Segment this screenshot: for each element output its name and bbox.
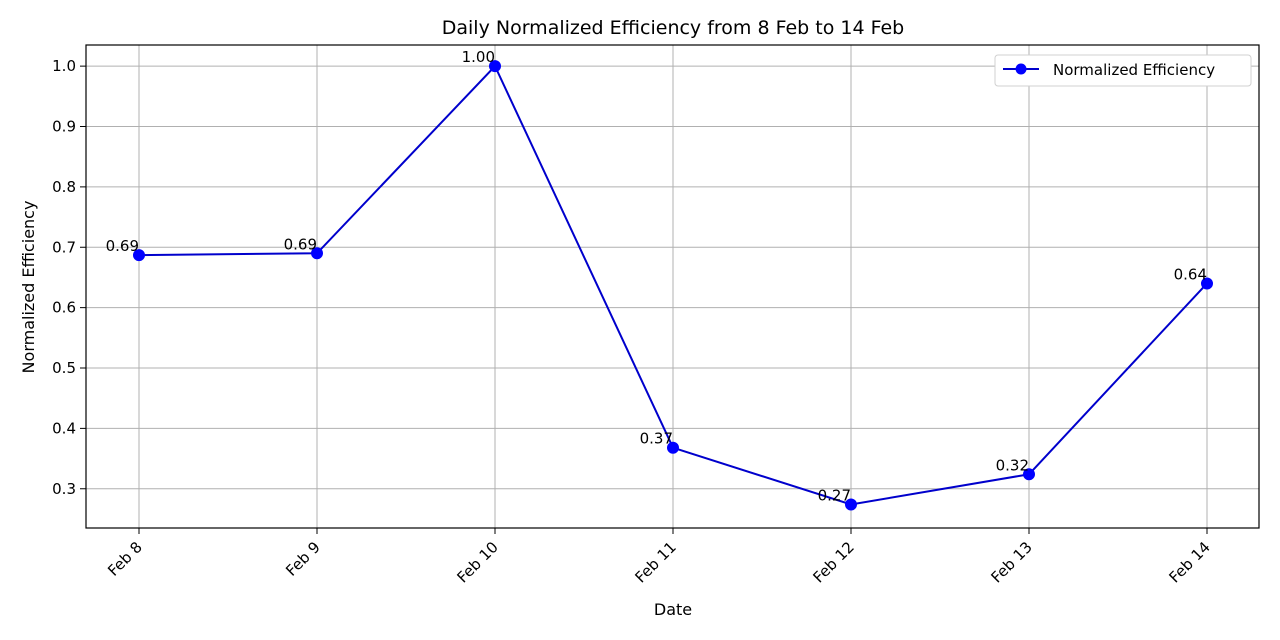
data-label: 0.69 (106, 237, 139, 255)
data-point (667, 441, 679, 454)
data-point (1023, 468, 1035, 481)
data-point (845, 498, 857, 511)
grid (86, 45, 1259, 528)
data-point (1201, 277, 1213, 290)
x-tick-label: Feb 9 (282, 538, 324, 580)
y-tick-label: 0.7 (52, 238, 76, 256)
y-tick-label: 1.0 (52, 57, 76, 75)
data-point (133, 249, 145, 262)
data-label: 0.32 (996, 456, 1029, 474)
x-tick-label: Feb 11 (631, 538, 679, 586)
x-tick-label: Feb 12 (809, 538, 857, 586)
chart-title: Daily Normalized Efficiency from 8 Feb t… (442, 17, 905, 39)
data-label: 0.37 (640, 430, 673, 448)
y-axis: 0.3 0.4 0.5 0.6 0.7 0.8 0.9 1.0 (52, 57, 86, 498)
y-tick-label: 0.3 (52, 480, 76, 498)
y-tick-label: 0.8 (52, 178, 76, 196)
data-label: 1.00 (462, 48, 495, 66)
y-tick-label: 0.9 (52, 118, 76, 136)
x-axis-label: Date (654, 600, 692, 619)
data-point (311, 247, 323, 260)
data-labels: 0.69 0.69 1.00 0.37 0.27 0.32 0.64 (106, 48, 1207, 504)
data-label: 0.69 (284, 235, 317, 253)
data-point (489, 60, 501, 73)
x-tick-label: Feb 13 (987, 538, 1035, 586)
data-label: 0.64 (1174, 265, 1207, 283)
y-tick-label: 0.6 (52, 299, 76, 317)
x-tick-label: Feb 8 (104, 538, 146, 580)
x-tick-label: Feb 10 (453, 538, 501, 586)
x-axis: Feb 8 Feb 9 Feb 10 Feb 11 Feb 12 Feb 13 Feb 14 (104, 528, 1214, 586)
legend-label: Normalized Efficiency (1053, 61, 1215, 79)
legend: Normalized Efficiency (994, 54, 1252, 87)
legend-box (994, 54, 1252, 87)
y-tick-label: 0.4 (52, 419, 76, 437)
series (133, 60, 1213, 511)
y-tick-label: 0.5 (52, 359, 76, 377)
data-label: 0.27 (818, 486, 851, 504)
x-tick-label: Feb 14 (1165, 538, 1213, 586)
legend-marker-swatch (1015, 63, 1027, 75)
y-axis-label: Normalized Efficiency (19, 201, 38, 374)
